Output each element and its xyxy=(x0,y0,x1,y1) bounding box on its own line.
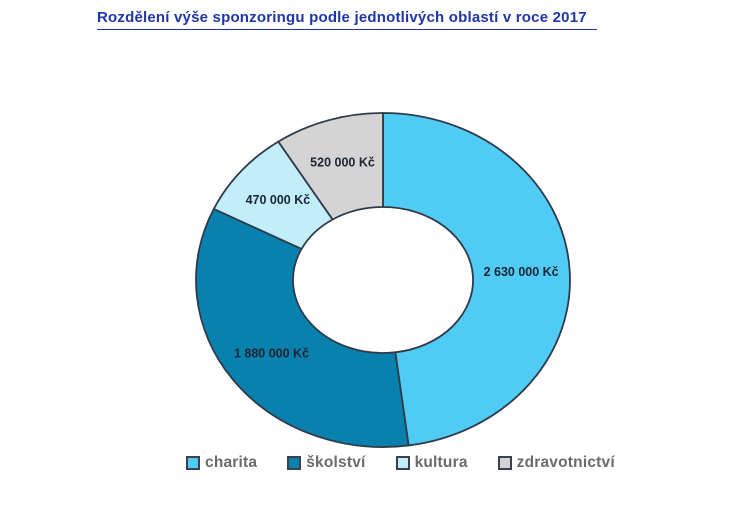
donut-segment-školství xyxy=(195,207,410,448)
chart-legend: charita školství kultura zdravotnictví xyxy=(186,454,615,472)
donut-segment-zdravotnictví xyxy=(277,112,384,221)
legend-swatch-charita xyxy=(186,456,200,470)
legend-label: zdravotnictví xyxy=(516,454,615,471)
legend-label: školství xyxy=(306,454,366,471)
slice-value-label-charita: 2 630 000 Kč xyxy=(484,265,559,279)
legend-item-charita: charita xyxy=(186,454,257,472)
legend-label: kultura xyxy=(414,454,468,471)
slice-value-label-zdravotnictví: 520 000 Kč xyxy=(310,155,375,169)
legend-label: charita xyxy=(205,454,258,471)
legend-swatch-kultura xyxy=(395,456,410,470)
donut-segment-charita xyxy=(382,112,571,447)
legend-item-školství: školství xyxy=(287,454,365,472)
legend-swatch-zdravotnictví xyxy=(497,456,512,470)
slice-value-label-školství: 1 880 000 Kč xyxy=(234,347,309,361)
legend-item-zdravotnictví: zdravotnictví xyxy=(497,454,615,472)
legend-item-kultura: kultura xyxy=(395,454,468,472)
legend-swatch-školství xyxy=(287,456,302,470)
slice-value-label-kultura: 470 000 Kč xyxy=(246,193,311,207)
chart-title: Rozdělení výše sponzoringu podle jednotl… xyxy=(97,9,597,30)
